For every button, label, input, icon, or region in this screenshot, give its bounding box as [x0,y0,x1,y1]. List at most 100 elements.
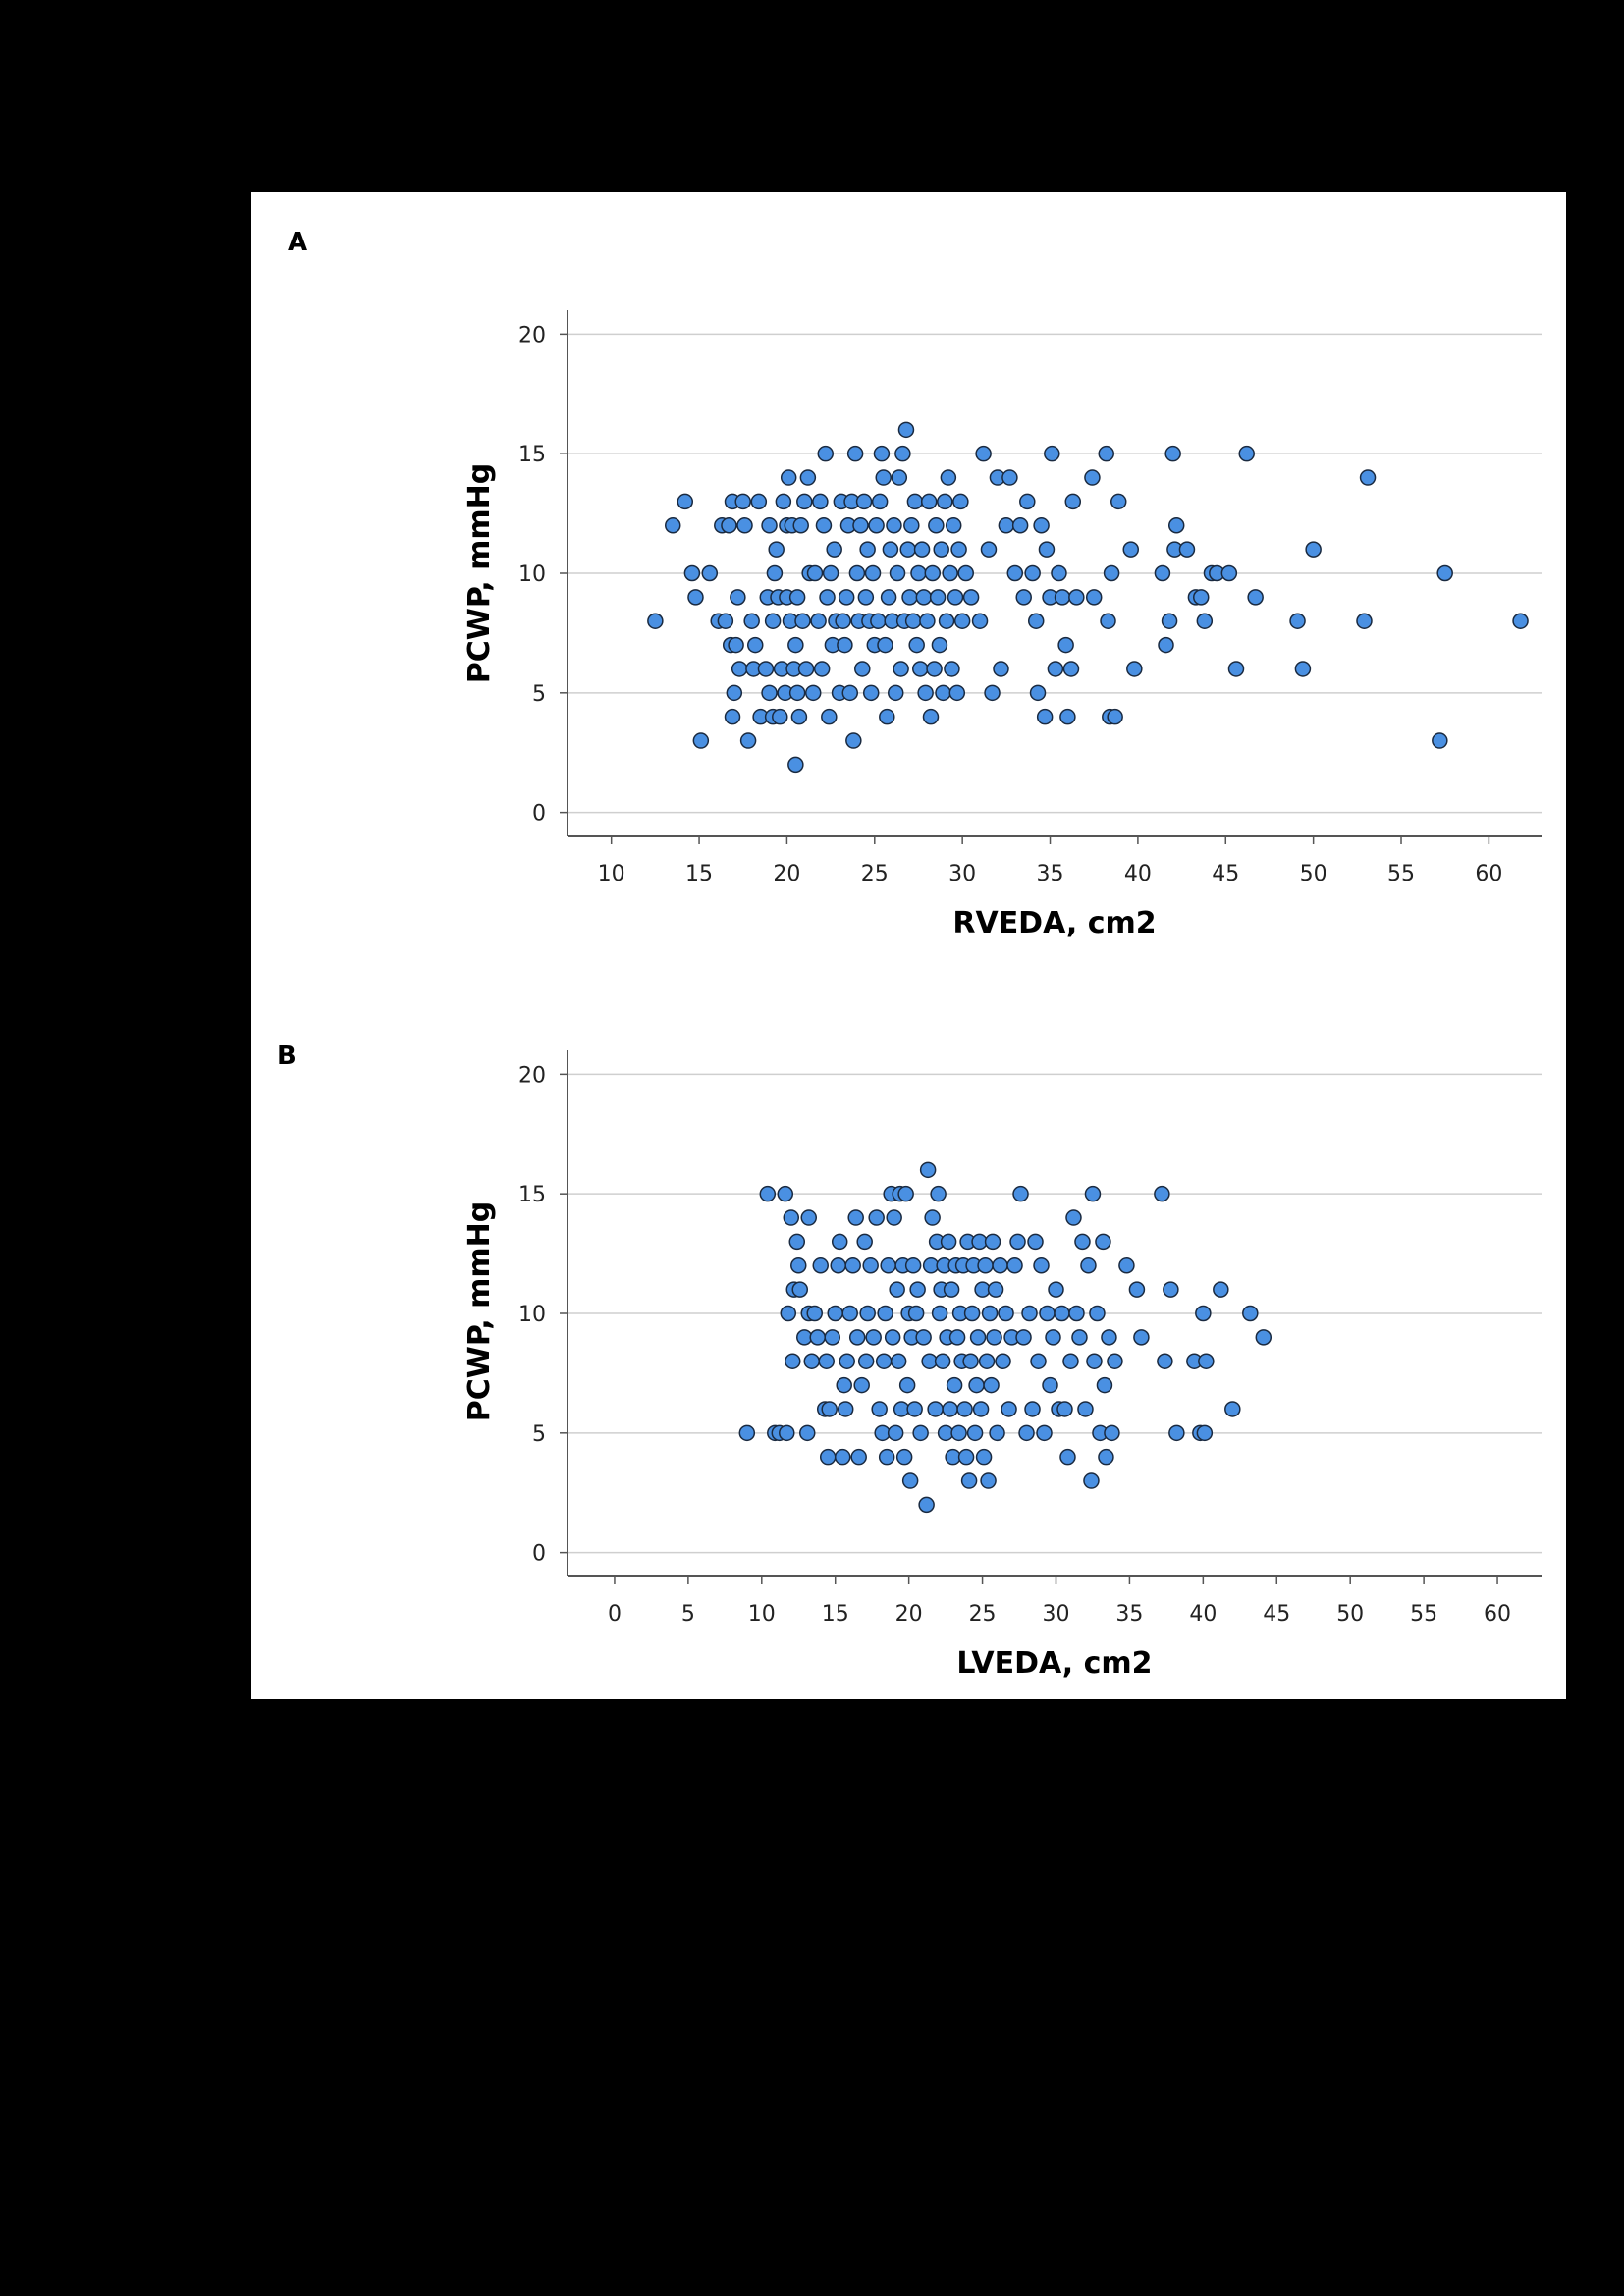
data-point [768,541,785,558]
data-point [853,1376,870,1394]
data-point [780,1305,797,1322]
data-point [1056,1401,1073,1417]
data-point [766,564,784,582]
data-point [897,421,915,439]
data-point [1196,613,1214,629]
data-point [868,1209,885,1226]
data-point [830,1257,846,1274]
data-point [904,613,922,629]
x-tick-label: 35 [1037,862,1064,886]
data-point [822,564,839,582]
data-point [968,1376,985,1394]
data-point [903,517,920,534]
data-point [986,1329,1002,1346]
data-point [831,1233,848,1251]
data-point [791,1281,809,1298]
x-tick-label: 50 [1300,862,1327,886]
data-point [857,1353,875,1369]
data-point [928,517,945,534]
data-point [1126,661,1143,677]
data-point [1044,445,1060,462]
data-point [948,1329,966,1346]
data-point [920,493,938,510]
data-point [1196,1424,1214,1442]
data-point [977,1257,994,1274]
data-point [736,517,753,534]
data-point [899,541,917,558]
data-point [1098,445,1114,462]
data-point [879,708,895,725]
data-point [1065,1209,1082,1226]
data-point [728,636,744,654]
data-point [957,1448,975,1466]
data-point [1098,1448,1114,1466]
data-point [904,1257,922,1274]
data-point [898,1376,916,1394]
y-tick-label: 10 [518,562,546,587]
data-point [837,636,853,654]
data-point [1359,469,1377,486]
data-point [1305,541,1322,558]
data-point [1006,1257,1023,1274]
data-point [864,564,882,582]
data-point [1101,1329,1117,1346]
data-point [930,1185,947,1202]
data-point [1227,661,1245,677]
data-point [915,589,933,606]
data-point [1085,589,1103,606]
data-point [1033,517,1050,534]
data-point [963,1305,981,1322]
data-point [1036,1424,1053,1442]
data-point [731,661,748,677]
data-point [889,1281,905,1298]
data-point [940,1233,957,1251]
data-point [792,517,809,534]
data-point [797,661,815,677]
data-point [855,493,873,510]
x-tick-label: 15 [685,862,713,886]
data-point [806,564,824,582]
data-point [701,564,719,582]
y-axis-label: PCWP, mmHg [462,463,497,684]
data-point [1157,1353,1173,1369]
x-tick-label: 15 [822,1602,849,1627]
x-tick-label: 50 [1336,1602,1364,1627]
data-point [1051,564,1067,582]
data-point [813,661,831,677]
data-point [1128,1281,1146,1298]
data-point [750,493,768,510]
x-tick-label: 25 [861,862,889,886]
data-point [937,493,953,510]
data-point [730,589,746,606]
data-point [931,1305,948,1322]
data-point [940,469,957,486]
data-point [887,1424,904,1442]
data-point [812,1257,829,1274]
data-point [984,1233,1001,1251]
data-point [1011,517,1029,534]
data-point [1062,1353,1079,1369]
data-point [787,636,804,654]
data-point [788,589,806,606]
data-point [803,1353,820,1369]
data-point [852,517,869,534]
data-point [875,1353,893,1369]
data-point [1009,1233,1026,1251]
data-point [862,1257,879,1274]
data-point [942,564,958,582]
data-point [738,1424,756,1442]
data-point [952,493,969,510]
data-point [821,1401,838,1417]
data-point [933,541,949,558]
data-point [945,517,962,534]
data-point [891,469,908,486]
data-point [790,708,808,725]
data-point [1024,1401,1041,1417]
data-point [1110,493,1127,510]
data-point [1118,1257,1135,1274]
data-point [757,661,775,677]
data-point [1015,589,1032,606]
data-point [1048,1281,1064,1298]
x-tick-label: 20 [773,862,800,886]
data-point [980,541,998,558]
